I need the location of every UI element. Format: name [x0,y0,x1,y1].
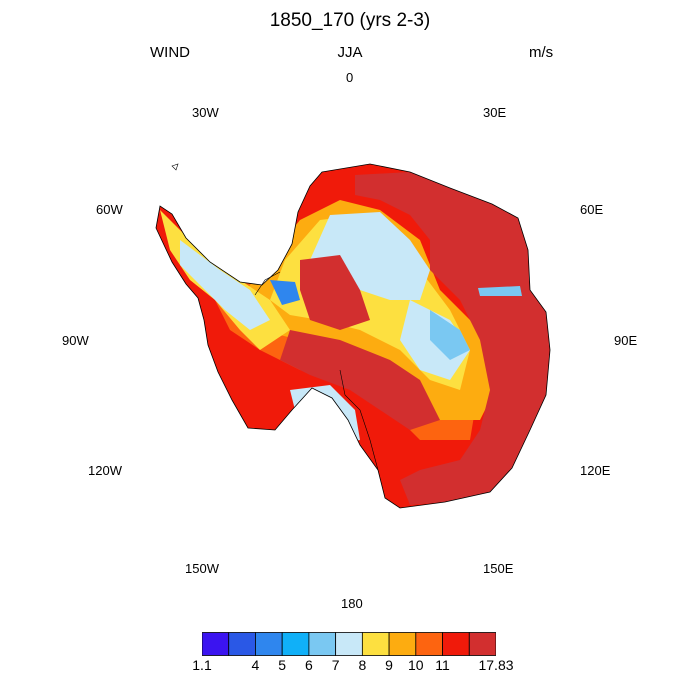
lon-label-90w: 90W [62,333,89,348]
colorbar-swatch-7 [361,632,390,656]
ross-band-strongest [280,330,440,430]
peninsula-low-zone [180,240,270,330]
lon-label-60e: 60E [580,202,604,217]
ross-ice-shelf-edge [339,369,379,471]
peninsula-lowest-zone [270,280,300,305]
lon-label-90e: 90E [614,333,638,348]
colorbar-label: 9 [385,657,393,673]
colorbar-swatch-5 [308,632,337,656]
colorbar-swatch-3 [255,632,283,656]
coastal-low-streak [478,286,522,296]
colorbar-swatch-1 [202,632,230,656]
lon-label-0: 0 [346,70,354,85]
plot-title: 1850_170 (yrs 2-3) [269,10,431,31]
colorbar-label: 17.83 [478,657,514,673]
colorbar-swatch-8 [388,632,417,656]
east-lower-zone [430,310,470,360]
colorbar-label: 7 [331,657,340,673]
colorbar-label: 8 [358,657,367,673]
variable-label: WIND [150,44,190,61]
lon-label-120e: 120E [580,463,611,478]
lon-label-150e: 150E [483,561,514,576]
coastline [155,163,551,509]
colorbar-swatch-2 [228,632,256,656]
colorbar [202,632,496,656]
colorbar-swatch-11 [468,632,496,656]
colorbar-swatch-4 [281,632,310,656]
ronne-ice-shelf-edge [254,271,281,296]
lon-label-30w: 30W [192,105,219,120]
lon-label-150w: 150W [185,561,219,576]
east-antarctica-strongest [355,172,550,505]
wind-field [156,164,550,508]
colorbar-swatch-10 [442,632,470,656]
ross-lowest-zone [310,405,330,425]
colorbar-label: 11 [435,657,450,673]
colorbar-swatch-9 [415,632,443,656]
colorbar-label: 10 [408,657,424,673]
lon-label-120w: 120W [88,463,122,478]
lon-label-180: 180 [341,596,363,611]
lon-label-30e: 30E [483,105,507,120]
units-label: m/s [529,44,554,61]
lon-label-60w: 60W [96,202,123,217]
colorbar-labels: 1.1 4 5 6 7 8 9 10 11 17.83 [0,657,700,677]
colorbar-label: 4 [251,657,260,673]
season-label: JJA [337,44,363,61]
colorbar-label: 1.1 [192,657,212,673]
south-orkney-islands [171,163,179,171]
central-high-core [300,255,370,330]
colorbar-swatch-6 [335,632,363,656]
colorbar-label: 5 [278,657,287,673]
colorbar-label: 6 [305,657,313,673]
